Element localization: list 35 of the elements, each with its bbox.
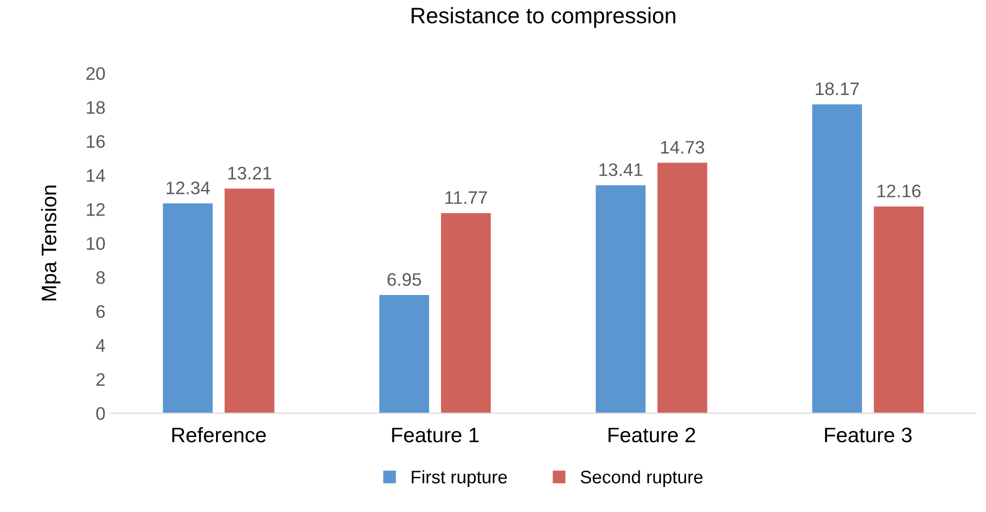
y-tick-label: 6	[96, 305, 105, 318]
y-tick-label: 4	[96, 339, 106, 352]
y-tick-label: 18	[86, 101, 105, 114]
bar	[441, 213, 491, 414]
y-tick-label: 14	[86, 169, 106, 182]
data-label: 13.21	[228, 166, 272, 180]
bar	[162, 203, 213, 414]
x-tick-label: Feature 2	[608, 428, 696, 442]
y-tick-label: 10	[86, 237, 105, 250]
bar	[596, 185, 646, 414]
data-label: 12.16	[878, 184, 921, 198]
y-tick-label: 8	[96, 271, 105, 284]
bar	[657, 162, 708, 414]
data-label: 14.73	[661, 140, 704, 154]
bar	[224, 188, 274, 414]
data-label: 18.17	[816, 82, 859, 96]
data-label: 11.77	[445, 191, 487, 204]
bar	[874, 206, 924, 414]
bar	[379, 295, 430, 414]
x-tick-label: Reference	[172, 427, 266, 442]
legend-label: Second rupture	[580, 470, 703, 488]
y-tick-label: 16	[86, 135, 105, 148]
y-tick-label: 12	[86, 203, 105, 216]
x-tick-label: Feature 1	[392, 428, 479, 442]
bar	[812, 104, 862, 414]
y-tick-label: 0	[96, 407, 105, 420]
y-tick-label: 2	[96, 373, 105, 386]
data-label: 6.95	[388, 273, 422, 286]
y-tick-label: 20	[86, 67, 105, 80]
data-label: 13.41	[599, 163, 642, 176]
data-label: 12.34	[166, 182, 210, 194]
legend-label: First rupture	[412, 470, 507, 488]
chart-title: Resistance to compression	[412, 7, 676, 28]
y-axis-title: Mpa Tension	[41, 186, 60, 300]
x-tick-label: Feature 3	[825, 428, 912, 442]
